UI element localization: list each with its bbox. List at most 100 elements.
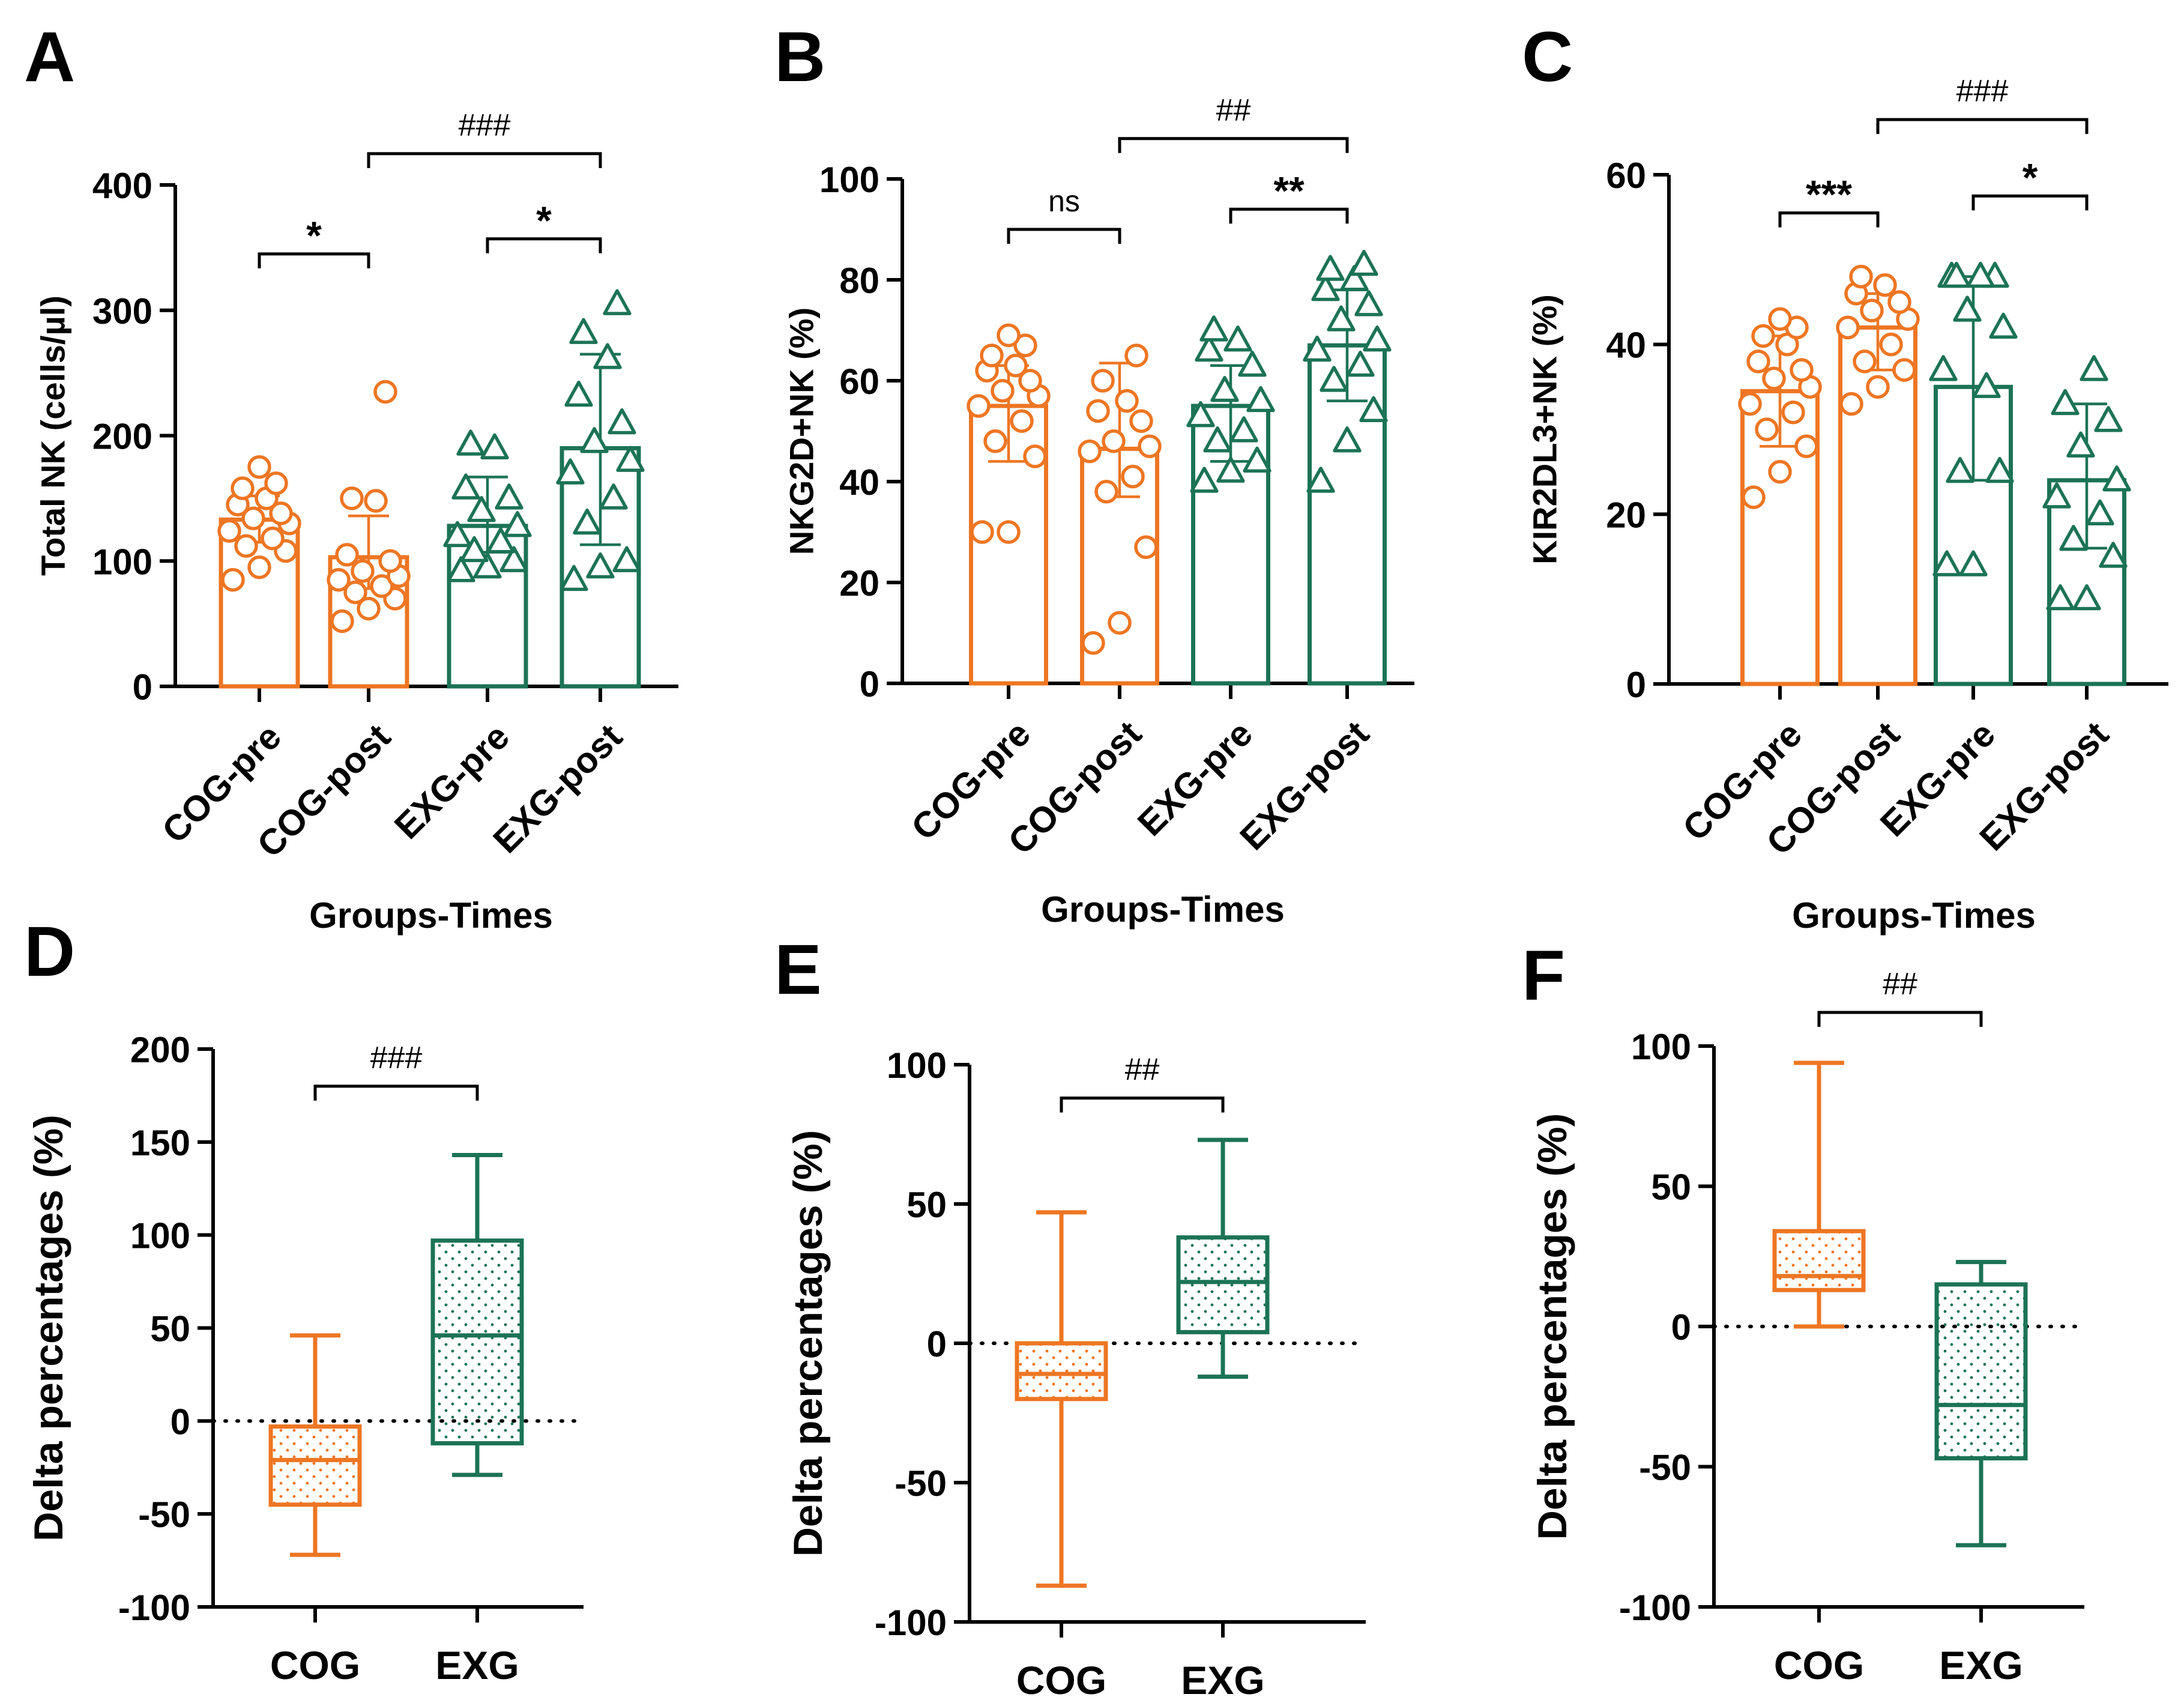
data-point (330, 609, 354, 634)
data-point (456, 429, 485, 456)
data-point (1866, 375, 1890, 399)
data-point (370, 574, 394, 598)
data-point (357, 596, 381, 621)
data-point (1023, 444, 1047, 468)
y-tick-label: -100 (1619, 1588, 1691, 1628)
x-axis-label: Groups-Times (309, 895, 553, 936)
data-point (1746, 349, 1770, 374)
data-point (1768, 307, 1792, 331)
significance-label: * (536, 198, 552, 243)
data-point (1350, 250, 1378, 276)
data-point (1303, 335, 1332, 362)
data-point (2072, 584, 2101, 611)
data-point (616, 446, 645, 472)
x-tick-label: EXG (1939, 1643, 2023, 1687)
data-point (231, 476, 255, 500)
y-tick-label: 100 (130, 1216, 190, 1256)
data-point (997, 520, 1021, 544)
data-point (261, 526, 285, 551)
data-point (495, 483, 523, 510)
data-point (573, 508, 602, 535)
data-point (1346, 351, 1375, 377)
significance-label: *** (1806, 172, 1852, 217)
data-point (234, 534, 258, 558)
data-point (1929, 355, 1958, 381)
data-point (2094, 406, 2123, 432)
panel-label-c: C (1522, 17, 1573, 97)
data-point (1081, 631, 1105, 655)
data-point (593, 343, 622, 369)
data-point (1887, 290, 1911, 314)
data-point (1223, 325, 1252, 352)
data-point (1359, 396, 1388, 422)
y-tick-label: 20 (1606, 495, 1646, 535)
data-point (1363, 325, 1392, 352)
data-point (1078, 439, 1102, 464)
data-point (586, 552, 615, 579)
y-tick-label: 0 (860, 664, 879, 704)
data-point (1333, 426, 1362, 453)
data-point (1738, 392, 1762, 416)
data-point (599, 483, 628, 510)
data-point (486, 527, 515, 554)
significance-label: ## (1216, 93, 1251, 128)
panel-f: F -100 -50 0 50 100 Delta percentages (%) COG EX… (1522, 936, 2086, 1687)
data-point (247, 555, 271, 579)
data-point (1853, 349, 1877, 374)
significance-label: ## (1125, 1053, 1160, 1087)
data-point (1010, 409, 1034, 433)
y-tick-label: -100 (118, 1588, 190, 1628)
y-tick-label: 40 (1606, 325, 1646, 366)
significance-label: ns (1048, 184, 1080, 218)
y-tick-label: 50 (150, 1309, 190, 1349)
panel-label-e: E (774, 930, 822, 1009)
panel-d: D -100 -50 0 50 100 150 200 Delta percentages (%… (24, 912, 585, 1687)
y-tick-label: 50 (1651, 1167, 1691, 1208)
data-point (443, 521, 472, 548)
data-point (364, 489, 388, 513)
data-point (1129, 409, 1153, 433)
data-point (1115, 389, 1139, 413)
data-point (1316, 255, 1345, 281)
data-point (327, 567, 351, 592)
data-point (1102, 429, 1126, 453)
data-point (2059, 524, 2088, 551)
significance-bracket (1778, 211, 1880, 228)
significance-bracket (1007, 228, 1121, 244)
data-point (1932, 550, 1961, 576)
y-tick-label: 0 (133, 667, 152, 707)
data-point (1186, 401, 1215, 428)
data-point (2042, 482, 2071, 509)
data-point (991, 379, 1015, 403)
data-point (980, 343, 1004, 368)
data-point (1138, 434, 1162, 458)
data-point (340, 486, 364, 510)
significance-label: ### (1956, 74, 2009, 109)
y-tick-label: 0 (927, 1324, 947, 1364)
y-tick-label: 60 (839, 361, 879, 402)
data-point (1094, 480, 1118, 504)
data-point (460, 536, 489, 563)
data-point (1953, 295, 1982, 322)
data-point (612, 546, 641, 572)
data-point (343, 580, 367, 605)
data-point (221, 567, 245, 592)
data-point (335, 543, 359, 567)
data-point (451, 473, 480, 500)
data-point (560, 564, 588, 591)
data-point (1013, 333, 1037, 357)
data-point (569, 318, 598, 344)
data-point (1327, 305, 1356, 331)
y-tick-label: 100 (92, 542, 152, 582)
y-tick-label: 200 (130, 1030, 190, 1070)
data-point (1246, 386, 1275, 413)
panel-label-f: F (1522, 936, 1565, 1015)
data-point (556, 458, 585, 485)
data-point (247, 455, 271, 479)
data-point (241, 506, 265, 531)
x-tick-label: EXG (435, 1643, 519, 1687)
box-cog (268, 1424, 362, 1507)
x-tick-label: EXG (1181, 1658, 1264, 1702)
